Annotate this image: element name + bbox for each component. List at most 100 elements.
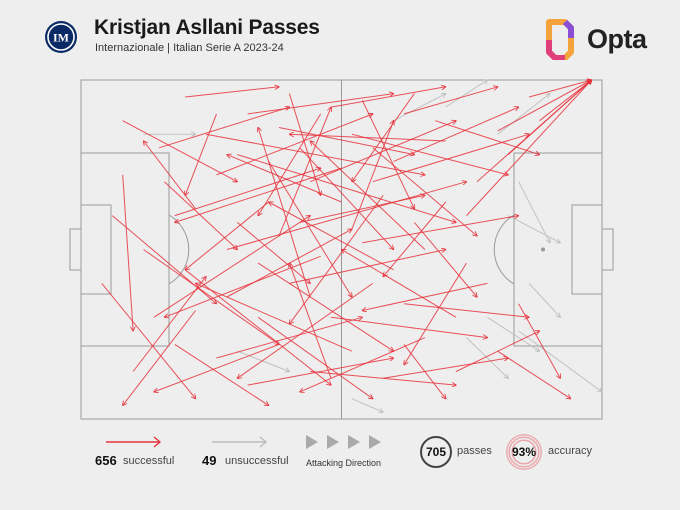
successful-pass-arrow [236, 222, 310, 283]
unsuccessful-pass-arrow [393, 94, 446, 122]
successful-label: successful [123, 455, 175, 467]
unsuccessful-legend-arrow [212, 436, 268, 448]
successful-pass-arrow [278, 127, 414, 155]
successful-pass-arrow [227, 155, 342, 203]
successful-pass-arrow [226, 182, 467, 250]
successful-pass-arrow [268, 161, 352, 297]
successful-passes [101, 80, 592, 406]
successful-pass-arrow [237, 154, 456, 223]
successful-pass-arrow [351, 121, 394, 230]
successful-pass-arrow [158, 107, 289, 149]
successful-pass-arrow [372, 147, 477, 236]
right-six-yard-box [571, 204, 603, 295]
successful-pass-arrow [288, 93, 320, 196]
successful-pass-arrow [185, 113, 217, 195]
successful-pass-arrow [132, 277, 206, 372]
successful-pass-arrow [278, 107, 331, 237]
successful-pass-arrow [216, 317, 363, 359]
left-penalty-area [80, 152, 170, 347]
unsuccessful-count: 49 [202, 453, 217, 468]
successful-pass-arrow [507, 80, 591, 155]
page-subtitle: Internazionale | Italian Serie A 2023-24 [95, 42, 284, 54]
successful-pass-arrow [528, 80, 592, 98]
successful-pass-arrow [174, 168, 321, 217]
successful-pass-arrow [455, 331, 539, 372]
successful-pass-arrow [403, 303, 529, 318]
successful-pass-arrow [310, 121, 456, 183]
successful-pass-arrow [518, 303, 561, 379]
right-penalty-arc [493, 214, 515, 285]
successful-pass-arrow [258, 128, 311, 298]
opta-wordmark: Opta [587, 24, 647, 54]
successful-pass-arrow [153, 216, 310, 318]
successful-pass-arrow [123, 310, 196, 406]
successful-pass-arrow [435, 120, 539, 155]
opta-logo-icon [546, 19, 574, 60]
successful-pass-arrow [372, 134, 529, 183]
successful-pass-arrow [185, 201, 269, 270]
right-goal [601, 228, 614, 271]
successful-pass-arrow [269, 202, 394, 271]
unsuccessful-passes [143, 80, 603, 413]
opta-brand: Opta [543, 18, 663, 60]
successful-pass-arrow [383, 358, 508, 379]
passes-count-badge: 705 [420, 436, 452, 468]
attacking-direction-icon [306, 435, 381, 449]
pitch-lines [69, 79, 614, 420]
unsuccessful-pass-arrow [445, 80, 488, 108]
successful-pass-arrow [289, 134, 446, 142]
successful-pass-arrow [257, 316, 373, 398]
successful-pass-arrow [466, 80, 592, 216]
unsuccessful-pass-arrow [518, 181, 550, 243]
unsuccessful-pass-arrow [487, 316, 539, 351]
successful-pass-arrow [143, 249, 280, 345]
successful-pass-arrow [289, 250, 445, 284]
page-title: Kristjan Asllani Passes [94, 16, 320, 39]
successful-pass-arrow [257, 262, 394, 351]
successful-pass-arrow [362, 216, 518, 244]
successful-pass-arrow [101, 283, 196, 398]
inter-crest-icon: IM [45, 21, 77, 53]
successful-pass-arrow [164, 255, 321, 317]
successful-pass-arrow [403, 344, 446, 398]
successful-pass-arrow [331, 316, 487, 337]
header: IM Kristjan Asllani Passes Internazional… [0, 0, 680, 70]
successful-pass-arrow [144, 141, 196, 210]
successful-pass-arrow [352, 93, 415, 182]
successful-pass-arrow [289, 195, 384, 324]
svg-text:IM: IM [53, 31, 69, 45]
right-penalty-spot [541, 247, 545, 252]
accuracy-badge: 93% [506, 434, 542, 470]
successful-pass-arrow [393, 107, 519, 162]
successful-pass-arrow [497, 350, 571, 399]
successful-pass-arrow [258, 113, 322, 216]
successful-pass-arrow [154, 343, 280, 392]
accuracy-label: accuracy [548, 445, 593, 457]
left-six-yard-box [80, 204, 112, 295]
successful-pass-arrow [497, 80, 592, 132]
successful-pass-arrow [299, 195, 425, 223]
unsuccessful-label: unsuccessful [225, 455, 289, 467]
successful-pass-arrow [247, 94, 394, 115]
unsuccessful-pass-arrow [466, 337, 509, 379]
unsuccessful-pass-arrow [351, 398, 383, 413]
successful-pass-arrow [289, 263, 332, 379]
successful-pass-arrow [111, 215, 216, 304]
unsuccessful-pass-arrow [497, 94, 550, 135]
successful-pass-arrow [404, 262, 467, 365]
successful-pass-arrow [299, 147, 394, 250]
successful-pass-arrow [300, 337, 426, 392]
successful-pass-arrow [342, 250, 457, 318]
left-goal [69, 228, 82, 271]
unsuccessful-pass-arrow [518, 330, 602, 392]
successful-pass-arrow [362, 282, 488, 310]
successful-pass-arrow [331, 87, 446, 108]
successful-pass-arrow [122, 174, 133, 331]
successful-pass-arrow [361, 100, 414, 209]
successful-pass-arrow [174, 343, 269, 405]
successful-pass-arrow [175, 167, 342, 222]
passes-label: passes [457, 445, 492, 457]
successful-pass-arrow [216, 114, 373, 176]
successful-pass-arrow [196, 283, 353, 352]
